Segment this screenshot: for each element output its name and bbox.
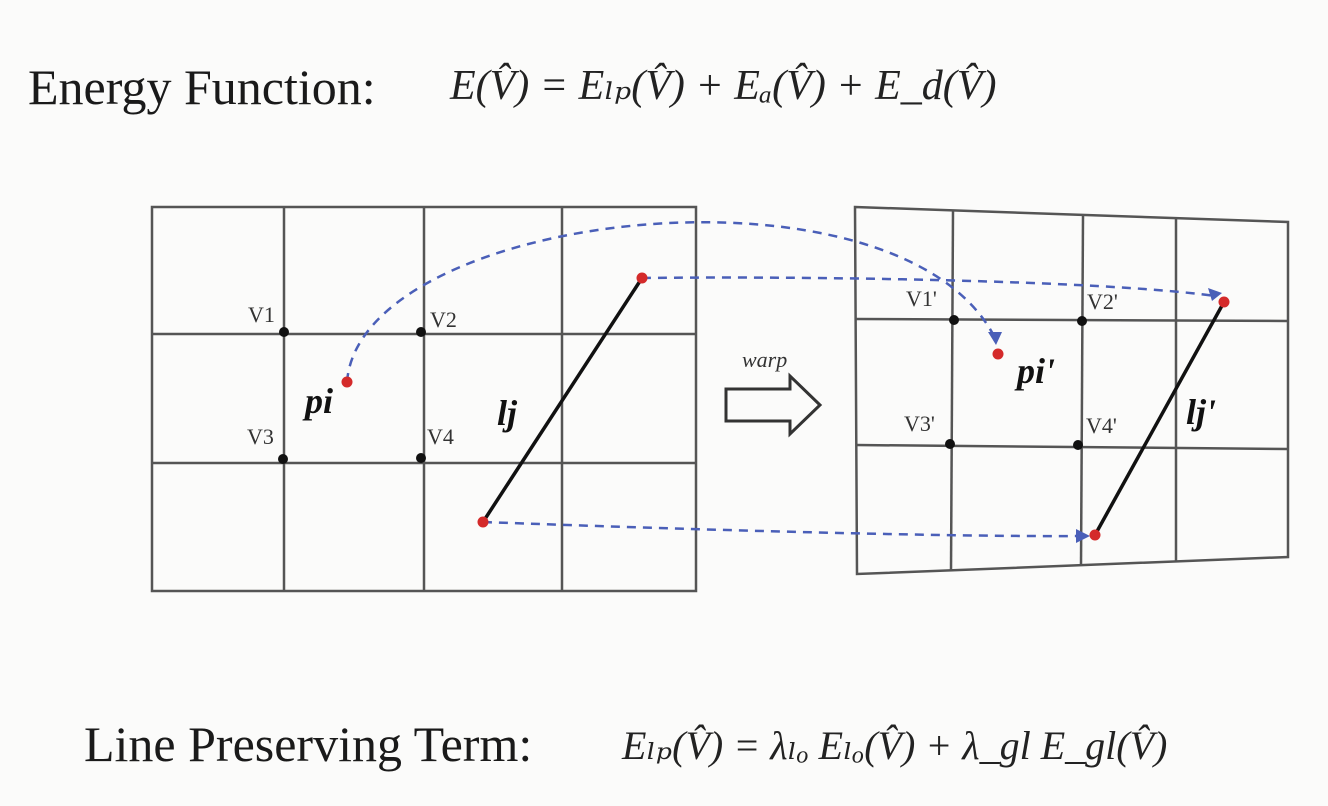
warp-arrow-icon [724,372,823,438]
arrowheads [988,288,1222,543]
label-v2-warped: V2' [1087,289,1118,314]
energy-function-formula: E(V̂) = Eₗₚ(V̂) + Eₐ(V̂) + E_d(V̂) [450,63,997,109]
source-mesh-grid [150,205,698,593]
vertex-v2 [416,327,426,337]
warp-label: warp [742,347,787,372]
label-lj-warped: lj' [1186,392,1216,432]
arrowhead-icon [1076,529,1090,543]
line-endpoint-top [636,272,648,284]
line-endpoint-top-warped [1218,296,1230,308]
line-segment-warped [1093,301,1226,536]
label-pi: pi [302,381,333,421]
point-arrow [345,221,997,383]
vertex-v1 [279,327,289,337]
vertex-v4 [416,453,426,463]
vertex-v3-warped [945,439,955,449]
vertex-v2-warped [1077,316,1087,326]
energy-function-label: Energy Function: [28,59,376,115]
line-endpoint-bottom-warped [1089,529,1101,541]
line-preserving-term-formula: Eₗₚ(V̂) = λₗₒ Eₗₒ(V̂) + λ_gl E_gl(V̂) [622,723,1168,768]
point-pi [341,376,353,388]
label-v2: V2 [430,307,457,332]
line-preserving-term-label: Line Preserving Term: [84,716,533,772]
vertices [278,315,1087,464]
line-top-arrow [641,276,1216,298]
vertex-v4-warped [1073,440,1083,450]
arrowhead-icon [988,332,1002,345]
label-v1-warped: V1' [906,286,937,311]
label-lj: lj [497,393,518,433]
arrowhead-icon [1208,288,1222,301]
label-v4: V4 [427,424,454,449]
label-v3-warped: V3' [904,411,935,436]
line-endpoint-bottom [477,516,489,528]
warped-mesh-grid [853,205,1290,576]
feature-points [341,272,1230,541]
correspondence-arrows [345,221,1216,538]
label-v1: V1 [248,302,275,327]
label-v4-warped: V4' [1086,413,1117,438]
line-bottom-arrow [482,520,1086,538]
label-v3: V3 [247,424,274,449]
vertex-v1-warped [949,315,959,325]
label-pi-warped: pi' [1014,351,1055,391]
vertex-v3 [278,454,288,464]
line-segment-source [481,277,644,523]
point-pi-warped [992,348,1004,360]
